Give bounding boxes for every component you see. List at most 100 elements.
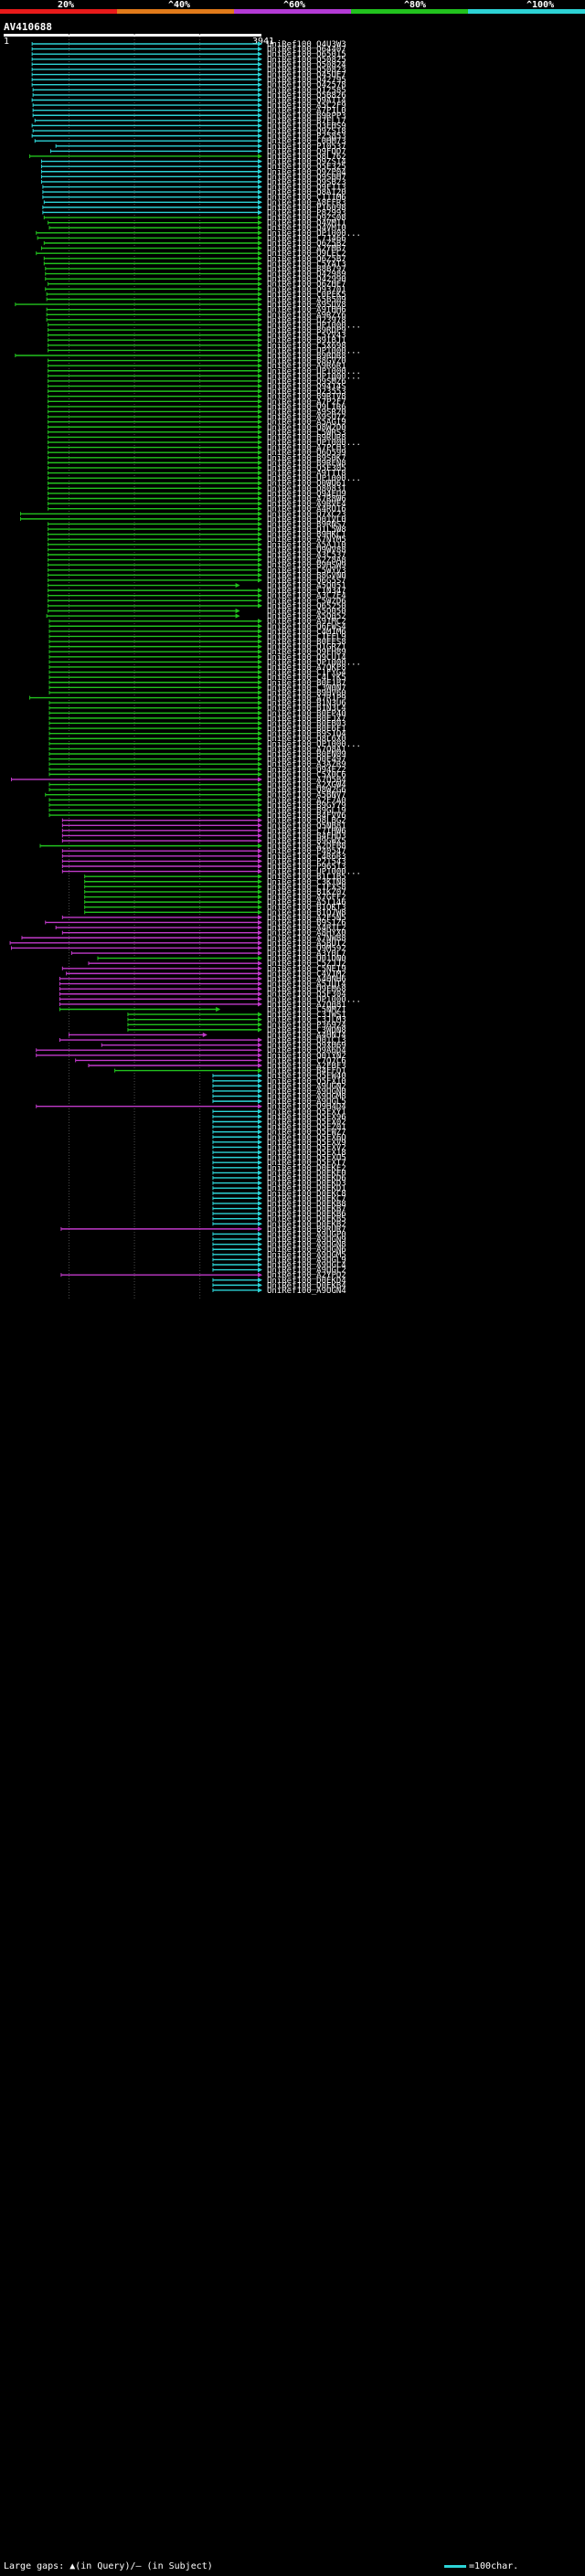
hit-label[interactable]: UniRef100_Q9ZP04 (267, 168, 346, 177)
hit-label[interactable]: UniRef100_P96513 (267, 863, 346, 872)
hit-label[interactable]: UniRef100_A4RTL2 (267, 924, 346, 933)
hit-label[interactable]: UniRef100_Q1L5W8 (267, 525, 346, 535)
hit-label[interactable]: UniRef100_B9HSW9 (267, 561, 346, 570)
hit-label[interactable]: UniRef100_O23553 (267, 387, 346, 397)
hit-label[interactable]: UniRef100_Q9FQD7 (267, 147, 346, 156)
hit-label[interactable]: UniRef100_Q65250 (267, 602, 346, 611)
hit-label[interactable]: UniRef100_Q0WU61 (267, 480, 346, 489)
hit-label[interactable]: UniRef100_B9RDR8 (267, 352, 346, 361)
hit-label[interactable]: UniRef100_Q5FXV9 (267, 1139, 346, 1148)
hit-label[interactable]: UniRef100_Q42990 (267, 275, 346, 284)
hit-label[interactable]: UniRef100_A9SUV8 (267, 301, 346, 310)
hit-label[interactable]: UniRef100_Q9XH69 (267, 1042, 346, 1051)
hit-label[interactable]: UniRef100_Q8L762 (267, 153, 346, 162)
hit-label[interactable]: UniRef100_Q5FX96 (267, 1113, 346, 1122)
hit-label[interactable]: UniRef100_A9UGL9 (267, 1256, 346, 1265)
hit-label[interactable]: UniRef100_A9UGL2 (267, 1267, 346, 1276)
hit-label[interactable]: UniRef100_Q9AT14 (267, 96, 346, 105)
hit-label[interactable]: UniRef100_Q6G5S7 (267, 577, 346, 586)
hit-label[interactable]: UniRef100_Q9LEC2 (267, 249, 346, 259)
hit-label[interactable]: UniRef100_Q9ZS08 (267, 214, 346, 223)
hit-label[interactable]: UniRef100_A2F7A0 (267, 796, 346, 805)
hit-label[interactable]: UniRef100_A3C7E4 (267, 592, 346, 601)
hit-label[interactable]: UniRef100_C5WRS3 (267, 429, 346, 438)
hit-label[interactable]: UniRef100_B9S1Z6 (267, 918, 346, 928)
hit-label[interactable]: UniRef100_B9REN8 (267, 459, 346, 468)
hit-label[interactable]: UniRef100_A5AJ10 (267, 541, 346, 550)
hit-label[interactable]: UniRef100_C7IHW6 (267, 827, 346, 836)
hit-label[interactable]: UniRef100_UP1000... (267, 740, 361, 749)
hit-label[interactable]: UniRef100_D0EKB4 (267, 1281, 346, 1290)
hit-label[interactable]: UniRef100_A7QKP8 (267, 663, 346, 673)
hit-label[interactable]: UniRef100_B9GL19 (267, 807, 346, 816)
hit-label[interactable]: UniRef100_A4HNH6 (267, 975, 346, 984)
hit-label[interactable]: UniRef100_Q42795 (267, 76, 346, 85)
hit-label[interactable]: UniRef100_A9RZY6 (267, 311, 346, 320)
hit-label[interactable]: UniRef100_A9UGN2 (267, 1082, 346, 1091)
hit-label[interactable]: UniRef100_A9UGP0 (267, 1230, 346, 1239)
hit-label[interactable]: UniRef100_B0E1B7 (267, 679, 346, 688)
hit-label[interactable]: UniRef100_A9UGM8 (267, 1093, 346, 1102)
hit-label[interactable]: UniRef100_B9RDP9 (267, 326, 346, 335)
hit-label[interactable]: UniRef100_Q5FX10 (267, 1077, 346, 1087)
hit-label[interactable]: UniRef100_C5X0C6 (267, 770, 346, 779)
hit-label[interactable]: UniRef100_Q8L6X0 (267, 735, 346, 744)
hit-label[interactable]: UniRef100_C3WDN8 (267, 1026, 346, 1035)
hit-label[interactable]: UniRef100_Q5F304 (267, 991, 346, 1000)
hit-label[interactable]: UniRef100_B1Q7W8 (267, 908, 346, 917)
hit-label[interactable]: UniRef100_A9UGL4 (267, 1261, 346, 1270)
hit-label[interactable]: UniRef100_UP1000... (267, 346, 361, 355)
hit-label[interactable]: UniRef100_D0EKD1 (267, 1184, 346, 1193)
hit-label[interactable]: UniRef100_UP1000... (267, 439, 361, 448)
hit-label[interactable]: UniRef100_Q9ZS14 (267, 158, 346, 167)
hit-label[interactable]: UniRef100_D0EKB2 (267, 1220, 346, 1229)
hit-label[interactable]: UniRef100_A9R6R1 (267, 362, 346, 371)
hit-label[interactable]: UniRef100_B9S0K7 (267, 454, 346, 463)
hit-label[interactable]: UniRef100_D0EKB8 (267, 1200, 346, 1209)
hit-label[interactable]: UniRef100_A2F5N5 (267, 914, 346, 923)
hit-label[interactable]: UniRef100_B1N3L4 (267, 705, 346, 714)
hit-label[interactable]: UniRef100_Q9M592 (267, 944, 346, 953)
hit-label[interactable]: UniRef100_P36924 (267, 1021, 346, 1030)
hit-label[interactable]: UniRef100_A2DFB8 (267, 843, 346, 852)
hit-label[interactable]: UniRef100_Q50823 (267, 66, 346, 75)
hit-label[interactable]: UniRef100_A3C537 (267, 551, 346, 560)
hit-label[interactable]: UniRef100_A91MC2 (267, 618, 346, 627)
hit-label[interactable]: UniRef100_Q6ZHE7 (267, 281, 346, 290)
hit-label[interactable]: UniRef100_B9S1Q4 (267, 730, 346, 739)
hit-label[interactable]: UniRef100_B0EB03 (267, 719, 346, 728)
hit-label[interactable]: UniRef100_B0E6F1 (267, 725, 346, 734)
hit-label[interactable]: UniRef100_Q8AT20 (267, 188, 346, 197)
hit-label[interactable]: UniRef100_A9THH6 (267, 306, 346, 315)
hit-label[interactable]: UniRef100_B4FVV6 (267, 811, 346, 821)
hit-label[interactable]: UniRef100_Q50825 (267, 56, 346, 65)
hit-label[interactable]: UniRef100_Q93701 (267, 285, 346, 294)
hit-label[interactable]: UniRef100_Q5FXY1 (267, 1108, 346, 1117)
hit-label[interactable]: UniRef100_C0HM73 (267, 137, 346, 146)
hit-label[interactable]: UniRef100_A7R8W6 (267, 495, 346, 504)
hit-label[interactable]: UniRef100_Q4U3W3 (267, 40, 346, 49)
hit-label[interactable]: UniRef100_A7NW88 (267, 934, 346, 943)
hit-label[interactable]: UniRef100_Q01C13 (267, 1036, 346, 1045)
hit-label[interactable]: UniRef100_B4FFQ1 (267, 1067, 346, 1076)
hit-label[interactable]: UniRef100_Q9SB23 (267, 178, 346, 187)
hit-label[interactable]: UniRef100_Q01YN2 (267, 1052, 346, 1061)
hit-label[interactable]: UniRef100_B1QKT3 (267, 904, 346, 913)
hit-label[interactable]: UniRef100_A2YMB7 (267, 245, 346, 254)
hit-label[interactable]: UniRef100_D0EKC8 (267, 1190, 346, 1199)
hit-label[interactable]: UniRef100_C4M1M6 (267, 628, 346, 637)
hit-label[interactable]: UniRef100_A9UGN4 (267, 1287, 346, 1296)
hit-label[interactable]: UniRef100_D0EKC7 (267, 1194, 346, 1203)
hit-label[interactable]: UniRef100_B9RNS7 (267, 520, 346, 529)
hit-label[interactable]: UniRef100_B0EN09 (267, 750, 346, 759)
hit-label[interactable]: UniRef100_C5YAT3 (267, 260, 346, 269)
hit-label[interactable]: UniRef100_C5YV43 (267, 332, 346, 341)
hit-label[interactable]: UniRef100_A8HYX0 (267, 929, 346, 938)
hit-label[interactable]: UniRef100_Q5FZ01 (267, 1123, 346, 1132)
hit-label[interactable]: UniRef100_Q5NB81 (267, 822, 346, 831)
hit-label[interactable]: UniRef100_A5Q052 (267, 612, 346, 621)
hit-label[interactable]: UniRef100_A7PCH3 (267, 444, 346, 453)
hit-label[interactable]: UniRef100_B1N3U6 (267, 699, 346, 708)
hit-label[interactable]: UniRef100_B9IBJ1 (267, 336, 346, 345)
hit-label[interactable]: UniRef100_B9HKC1 (267, 531, 346, 540)
